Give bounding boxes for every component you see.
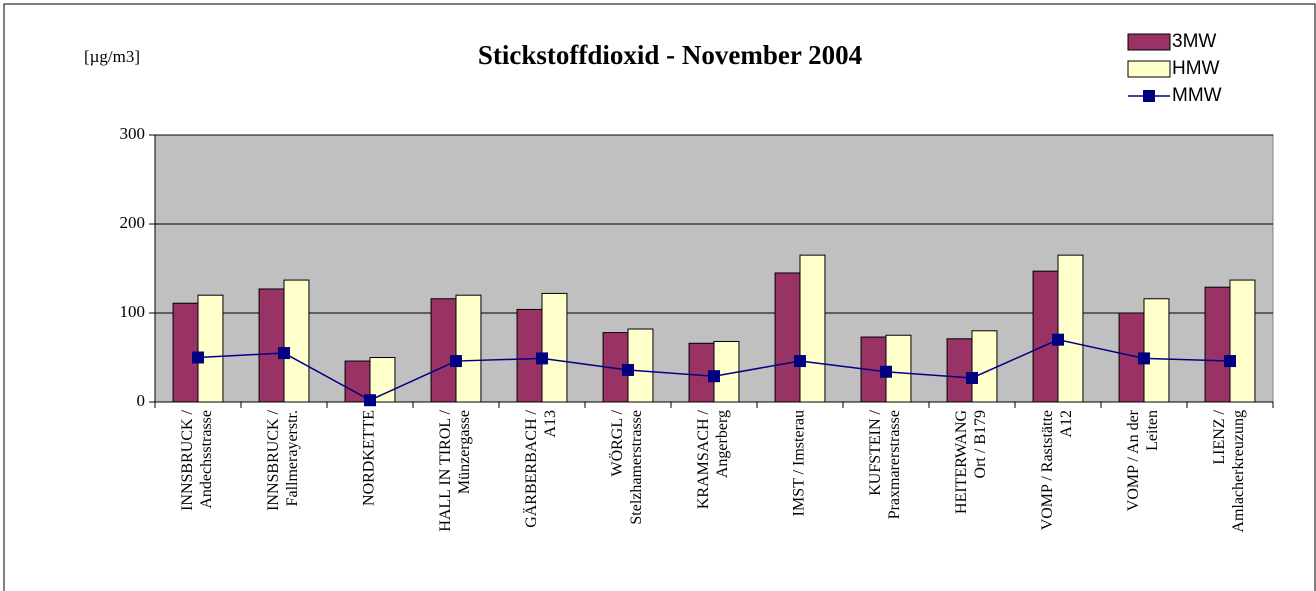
bar xyxy=(283,279,310,403)
x-tick-label: HALL IN TIROL / xyxy=(437,409,454,531)
x-tick-label: A13 xyxy=(542,410,559,438)
bar xyxy=(971,330,998,403)
line-marker xyxy=(450,355,462,368)
x-tick-label: Münzergasse xyxy=(456,410,473,494)
line-marker xyxy=(880,365,892,378)
x-tick-label: WÖRGL / xyxy=(608,409,626,476)
x-tick-label: A12 xyxy=(1058,410,1075,438)
x-tick-label: VOMP / Raststätte xyxy=(1039,410,1056,530)
bar xyxy=(1204,286,1231,403)
y-tick-label: 300 xyxy=(120,124,146,143)
bar xyxy=(455,294,482,403)
legend-swatch xyxy=(1127,60,1171,78)
line-marker xyxy=(966,371,978,384)
x-tick-label: Stelzhamerstrasse xyxy=(628,410,645,525)
y-tick-label: 200 xyxy=(120,213,146,232)
line-marker xyxy=(278,347,290,360)
x-tick-label: LIENZ / xyxy=(1211,409,1228,464)
bar xyxy=(1057,254,1084,403)
y-tick-label: 100 xyxy=(120,302,146,321)
bar xyxy=(258,288,285,403)
line-marker xyxy=(1052,333,1064,346)
line-marker xyxy=(708,370,720,383)
x-tick-label: INNSBRUCK / xyxy=(179,409,196,510)
x-tick-label: KUFSTEIN / xyxy=(867,409,884,495)
bar xyxy=(946,338,973,403)
x-tick-label: Leiten xyxy=(1144,410,1161,451)
unit-label: [µg/m3] xyxy=(84,47,140,66)
line-marker xyxy=(192,351,204,364)
x-tick-label: Amlacherkreuzung xyxy=(1230,410,1247,533)
legend-label: MMW xyxy=(1172,85,1222,106)
x-tick-label: Ort / B179 xyxy=(972,410,989,478)
x-tick-label: Angerberg xyxy=(714,410,731,478)
legend-marker xyxy=(1143,90,1155,102)
x-tick-label: IMST / Imsterau xyxy=(791,410,808,516)
line-marker xyxy=(1224,355,1236,368)
line-marker xyxy=(622,363,634,376)
line-marker xyxy=(364,394,376,407)
x-tick-label: Praxmarerstrasse xyxy=(886,410,903,519)
line-marker xyxy=(1138,352,1150,365)
x-tick-label: KRAMSACH / xyxy=(695,409,712,509)
x-tick-label: INNSBRUCK / xyxy=(265,409,282,510)
y-tick-label: 0 xyxy=(137,391,146,410)
line-marker xyxy=(794,355,806,368)
bar xyxy=(430,298,457,403)
legend-label: 3MW xyxy=(1172,31,1216,52)
line-marker xyxy=(536,352,548,365)
bar xyxy=(1143,298,1170,403)
x-tick-label: NORDKETTE xyxy=(361,410,378,506)
bar xyxy=(799,254,826,403)
bar xyxy=(774,272,801,403)
x-tick-label: GÄRBERBACH / xyxy=(522,409,540,527)
bar xyxy=(541,292,568,403)
x-tick-label: HEITERWANG xyxy=(953,410,970,514)
legend-swatch xyxy=(1127,33,1171,51)
x-tick-label: Andechsstrasse xyxy=(198,410,215,509)
chart-title: Stickstoffdioxid - November 2004 xyxy=(478,40,862,70)
x-tick-label: Fallmerayerstr. xyxy=(284,410,301,506)
x-tick-label: VOMP / An der xyxy=(1125,409,1142,511)
legend-label: HMW xyxy=(1172,58,1220,79)
bar xyxy=(1229,279,1256,403)
bar xyxy=(197,294,224,403)
